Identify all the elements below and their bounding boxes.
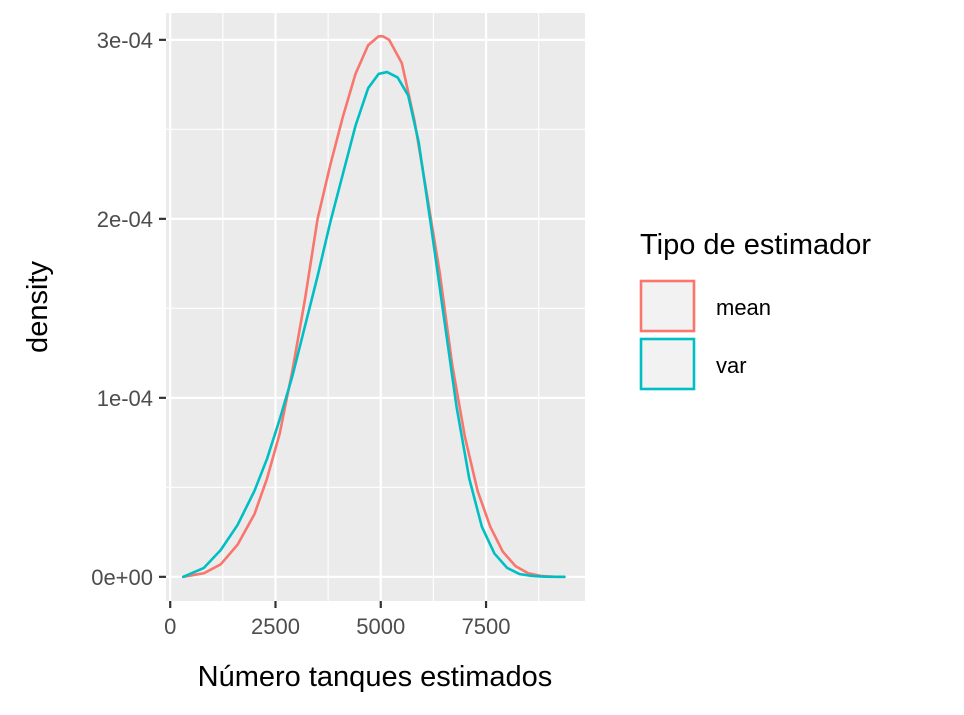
y-tick-label: 0e+00 bbox=[91, 565, 153, 590]
legend-title: Tipo de estimador bbox=[640, 229, 871, 261]
series-lines bbox=[181, 34, 566, 579]
x-axis-title: Número tanques estimados bbox=[198, 661, 553, 693]
legend-items: mean var bbox=[639, 279, 771, 391]
x-tick-label: 2500 bbox=[251, 614, 300, 639]
x-tick-label: 7500 bbox=[462, 614, 511, 639]
y-axis-title: density bbox=[22, 261, 54, 353]
plot-panel bbox=[166, 13, 585, 601]
minor-grid bbox=[166, 13, 585, 601]
series-line-mean bbox=[181, 34, 566, 579]
y-tick-label: 2e-04 bbox=[97, 207, 153, 232]
series-line-var bbox=[181, 70, 566, 579]
legend-key-mean bbox=[639, 279, 696, 333]
legend: Tipo de estimador mean var bbox=[639, 229, 871, 391]
x-axis: 0 2500 5000 7500 bbox=[164, 601, 511, 639]
legend-key-var bbox=[639, 337, 696, 391]
major-grid bbox=[166, 13, 585, 601]
y-axis: 0e+00 1e-04 2e-04 3e-04 bbox=[91, 28, 166, 590]
legend-label-mean: mean bbox=[716, 295, 771, 320]
x-tick-label: 0 bbox=[164, 614, 176, 639]
y-tick-label: 1e-04 bbox=[97, 386, 153, 411]
y-tick-label: 3e-04 bbox=[97, 28, 153, 53]
legend-label-var: var bbox=[716, 353, 747, 378]
x-tick-label: 5000 bbox=[356, 614, 405, 639]
